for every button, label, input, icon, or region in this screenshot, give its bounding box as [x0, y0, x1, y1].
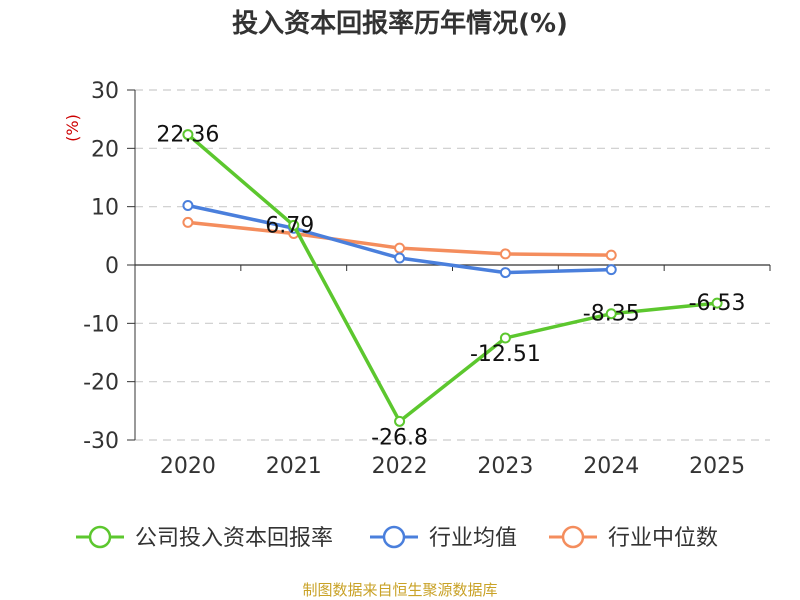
x-tick-label: 2022	[372, 454, 428, 479]
data-point	[605, 249, 617, 261]
data-point	[182, 200, 194, 211]
data-label: -6.53	[689, 291, 746, 316]
y-axis-label: (%)	[63, 114, 82, 142]
legend-item[interactable]: 行业均值	[370, 525, 517, 551]
data-point	[182, 129, 194, 141]
data-point	[288, 219, 300, 231]
data-label-layer: 22.36 6.79 -26.8 -12.51 -8.35 -6.53	[156, 123, 745, 451]
data-label: 22.36	[156, 123, 219, 148]
y-tick-label: -10	[83, 312, 119, 337]
data-point	[394, 415, 406, 427]
data-point	[499, 332, 511, 344]
y-tick-label: 30	[91, 79, 119, 104]
legend-marker	[88, 525, 112, 549]
legend-label: 公司投入资本回报率	[135, 526, 333, 551]
legend-item[interactable]: 行业中位数	[549, 525, 718, 551]
y-tick-label: -30	[83, 429, 119, 454]
data-point	[182, 216, 194, 228]
x-tick-label: 2023	[477, 454, 533, 479]
y-tick-label: -20	[83, 371, 119, 396]
chart-title: 投入资本回报率历年情况(%)	[232, 8, 568, 39]
data-point	[499, 267, 511, 279]
legend-item[interactable]: 公司投入资本回报率	[76, 525, 333, 551]
axis-layer: 30 20 10 0 -10 -20 -30 2020 2021 2022 2023 2024 2025	[83, 79, 771, 479]
legend-marker	[561, 525, 585, 549]
grid-layer	[135, 89, 770, 441]
data-point	[499, 248, 511, 260]
data-point	[394, 242, 406, 254]
legend-marker	[382, 525, 406, 549]
data-point	[605, 264, 617, 276]
legend-label: 行业中位数	[608, 526, 718, 551]
data-label: 6.79	[265, 213, 314, 238]
x-tick-label: 2025	[689, 454, 745, 479]
x-tick-label: 2021	[266, 454, 322, 479]
y-tick-label: 0	[105, 254, 119, 279]
legend: 公司投入资本回报率 行业均值 行业中位数	[76, 525, 718, 551]
data-point	[605, 308, 617, 320]
legend-label: 行业均值	[429, 526, 517, 551]
data-point	[711, 297, 723, 309]
series-line-0	[186, 133, 718, 424]
series-layer	[182, 129, 723, 427]
y-tick-label: 10	[91, 196, 119, 221]
data-label: -8.35	[583, 302, 640, 327]
x-tick-label: 2024	[583, 454, 639, 479]
source-note: 制图数据来自恒生聚源数据库	[302, 581, 497, 599]
y-tick-label: 20	[91, 137, 119, 162]
data-label: -26.8	[371, 425, 428, 450]
data-label: -12.51	[470, 342, 541, 367]
x-tick-label: 2020	[160, 454, 216, 479]
data-point	[394, 252, 406, 264]
